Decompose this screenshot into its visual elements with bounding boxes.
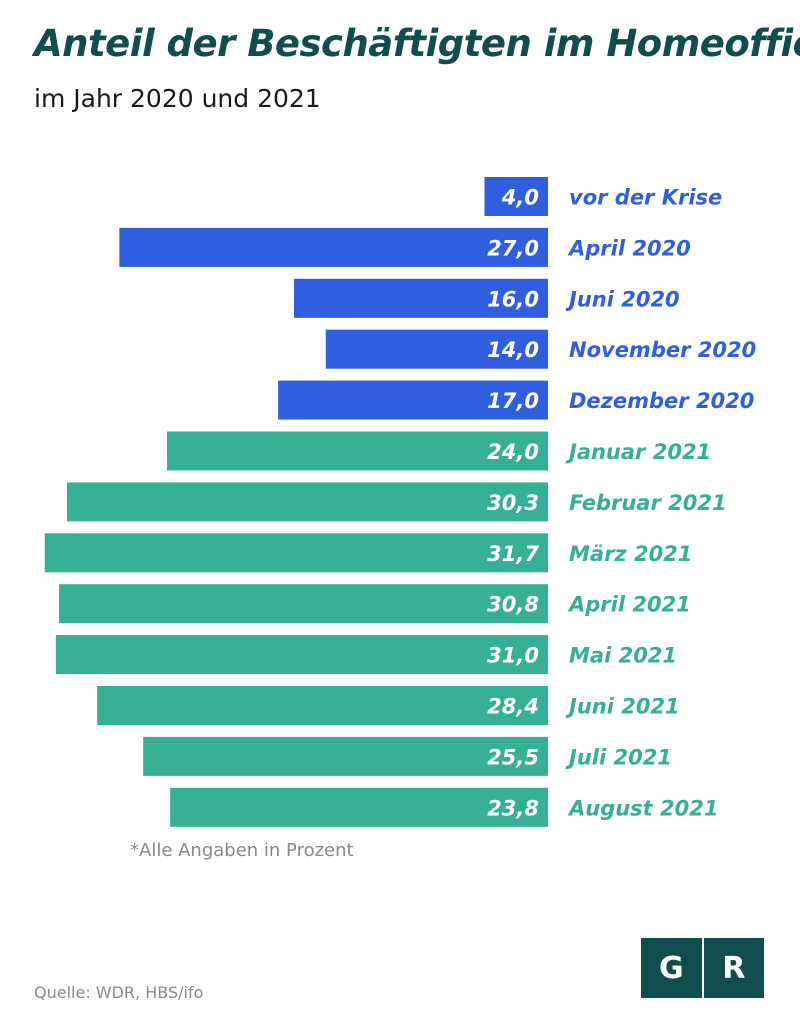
category-label: August 2021 [567, 796, 718, 820]
bar-value-label: 24,0 [487, 440, 539, 464]
source-note: Quelle: WDR, HBS/ifo [34, 983, 204, 1002]
category-label: Mai 2021 [569, 644, 677, 668]
bar-value-label: 23,8 [487, 796, 539, 820]
bar-value-label: 28,4 [487, 695, 539, 719]
category-label: April 2020 [567, 236, 691, 260]
chart-title: Anteil der Beschäftigten im Homeoffice [34, 22, 800, 65]
bar-value-label: 30,8 [487, 593, 539, 617]
bar [294, 278, 548, 318]
category-label: April 2021 [567, 593, 691, 617]
bar-value-label: 17,0 [487, 389, 539, 413]
logo-letter-r: R [703, 938, 764, 998]
bar [97, 686, 549, 725]
bar-value-label: 25,5 [487, 745, 539, 769]
bar-value-label: 14,0 [487, 338, 539, 362]
bar-value-label: 27,0 [487, 236, 539, 260]
logo-letter-g: G [641, 938, 702, 998]
bar [55, 635, 548, 675]
chart-subtitle: im Jahr 2020 und 2021 [34, 84, 321, 113]
bar [484, 177, 548, 216]
bar-value-label: 31,7 [487, 542, 539, 566]
bar [143, 736, 548, 776]
footnote: *Alle Angaben in Prozent [130, 840, 354, 861]
bar [278, 380, 548, 420]
bar [44, 533, 548, 573]
bar [325, 329, 548, 369]
bar [59, 584, 549, 624]
category-label: Juni 2020 [565, 287, 680, 311]
category-label: November 2020 [569, 338, 756, 362]
bar-value-label: 16,0 [487, 287, 539, 311]
category-label: vor der Krise [569, 186, 722, 210]
bar [167, 431, 548, 471]
category-label: Januar 2021 [565, 440, 711, 464]
publisher-logo: G R [641, 938, 764, 998]
bar [66, 482, 549, 522]
category-label: Juni 2021 [565, 695, 680, 719]
bar [119, 227, 548, 267]
category-label: Dezember 2020 [569, 389, 754, 413]
category-label: März 2021 [569, 542, 692, 566]
bar [170, 787, 549, 827]
category-label: Juli 2021 [565, 745, 672, 769]
category-label: Februar 2021 [569, 491, 727, 515]
bar-value-label: 31,0 [487, 644, 539, 668]
bar-value-label: 4,0 [501, 186, 539, 210]
bar-value-label: 30,3 [487, 491, 539, 515]
